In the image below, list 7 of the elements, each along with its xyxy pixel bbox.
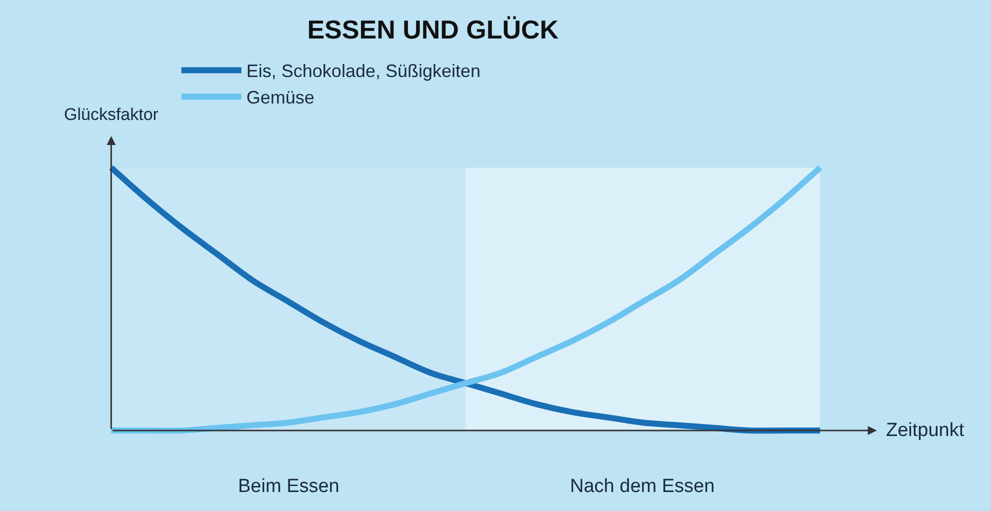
chart-title: ESSEN UND GLÜCK [307, 14, 559, 45]
text: Nach dem Essen [570, 476, 715, 497]
text: Beim Essen [238, 476, 340, 497]
legend-label: Eis, Schokolade, Süßigkeiten [246, 61, 481, 82]
legend-label: Gemüse [246, 88, 314, 108]
y-axis-title: Glücksfaktor [64, 105, 159, 124]
x-axis-title: Zeitpunkt [886, 420, 965, 441]
